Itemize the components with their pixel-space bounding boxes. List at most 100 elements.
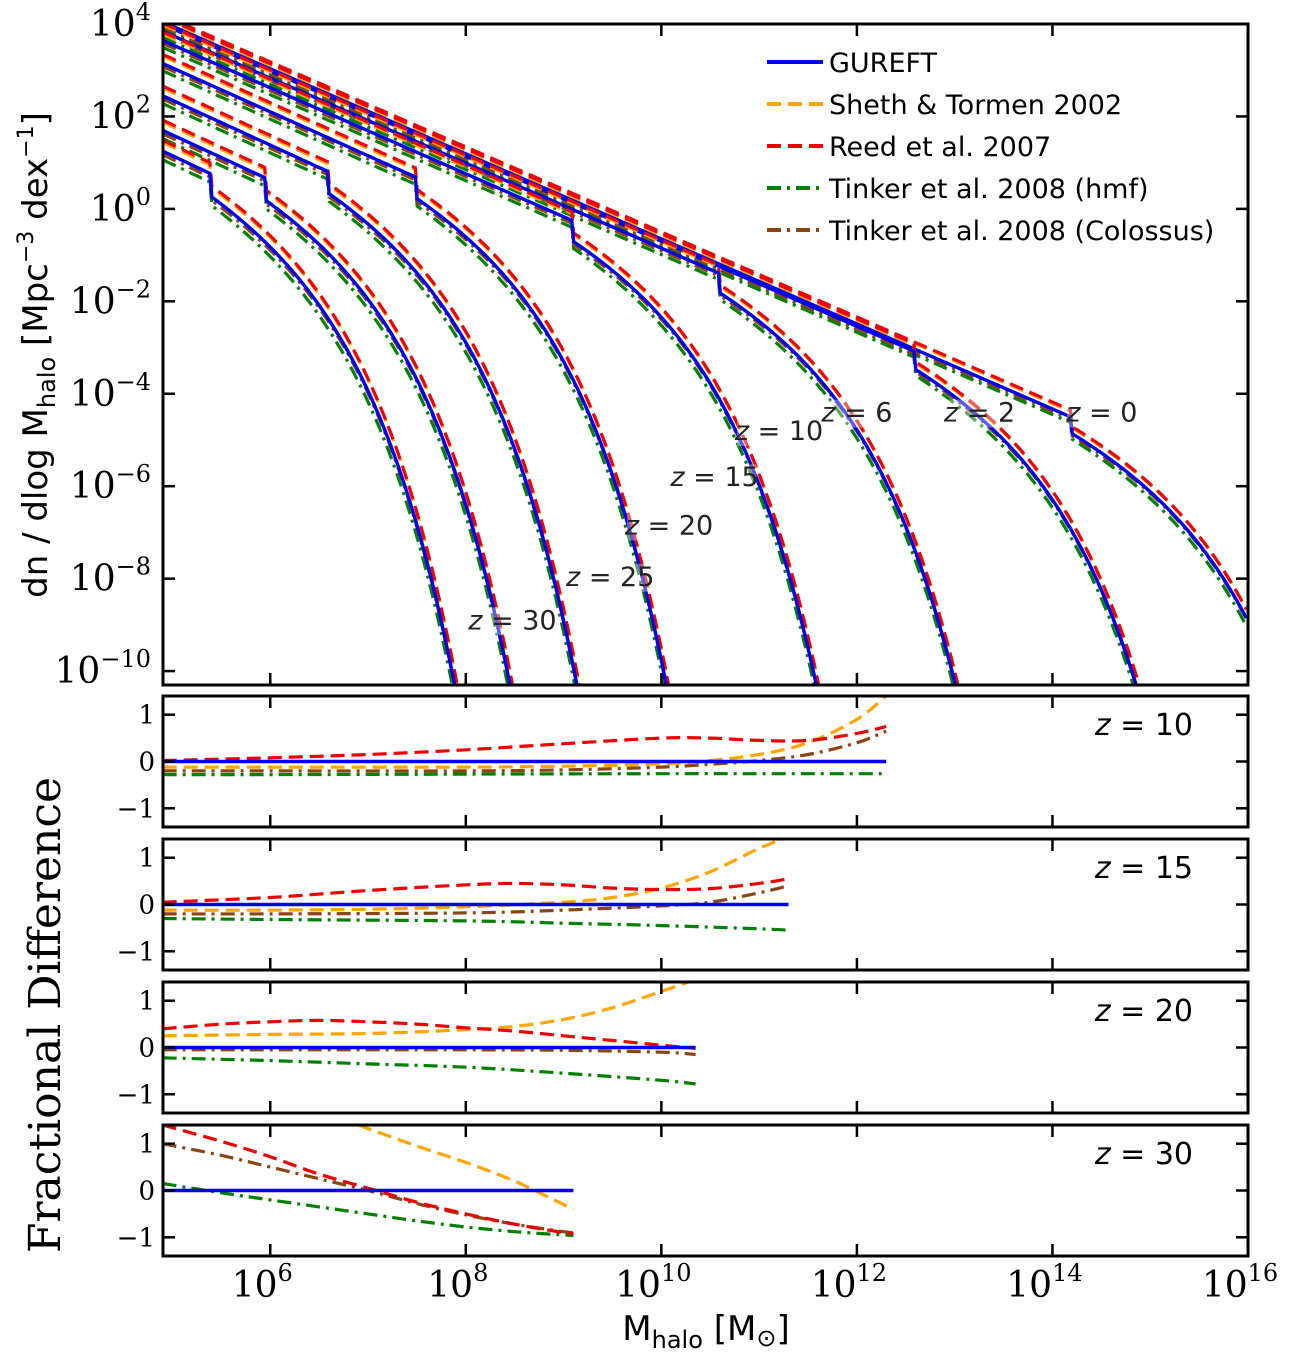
y-tick-label: 102: [90, 90, 151, 137]
curve-gureft-z25: [163, 128, 512, 685]
redshift-label-bg: [568, 563, 653, 592]
redshift-labels: z = 0 z = 2 z = 6z = 10 z = 15 z = 20 z = 25 z…: [467, 398, 1137, 637]
x-tick-labels: 106 108 1010 1012 1014 1016: [232, 1259, 1278, 1306]
y-tick-label: 0: [138, 1034, 155, 1064]
main-panel-axes: 104 102 100 10−2 10−4 10−6 10−8 10−10: [55, 0, 1250, 692]
frac-curve-tinker-et-al-2008-hmf-: [163, 916, 789, 932]
legend-label-4: Tinker et al. 2008 (Colossus): [828, 216, 1214, 247]
curve-gureft-z30: [163, 149, 457, 685]
curve-tinker-et-al-2008-hmf--z30: [163, 158, 454, 685]
redshift-label-z10: z = 10: [734, 416, 823, 447]
y-tick-label: 10−6: [70, 460, 151, 507]
y-tick-label: 1: [138, 987, 155, 1017]
y-tick-label: −1: [117, 937, 155, 967]
panel-redshift-label: z = 20: [1094, 994, 1193, 1029]
y-tick-label: 0: [138, 1177, 155, 1207]
y-tick-label: 104: [90, 0, 151, 45]
y-tick-label: 1: [138, 844, 155, 874]
frac-curve-tinker-et-al-2008-colossus-: [163, 1142, 574, 1235]
curve-tinker-et-al-2008-hmf--z10: [163, 46, 816, 685]
y-tick-label: −1: [117, 794, 155, 824]
y-tick-label: −1: [117, 1080, 155, 1110]
curve-tinker-et-al-2008-hmf--z6: [163, 36, 955, 685]
redshift-label-bg: [627, 512, 712, 541]
panel-curves: [163, 839, 789, 932]
fractional-difference-label: Fractional Difference: [20, 777, 71, 1253]
curve-reed-et-al-2007-z0: [179, 24, 1248, 611]
x-axis-label: Mhalo [M⊙]: [622, 1309, 789, 1354]
curve-tinker-et-al-2008-colossus--z2: [163, 25, 1138, 685]
frac-curve-sheth-tormen-2002: [357, 1125, 575, 1211]
frac-curve-tinker-et-al-2008-colossus-: [163, 1048, 696, 1057]
y-tick-label: 10−4: [70, 368, 151, 415]
fractional-difference-panels: 1 0 −1 z = 10 1 0 −1 z = 15 1 0 −1 z = 20 1 0 −1 z = 30: [117, 694, 1250, 1258]
frac-curve-reed-et-al-2007: [163, 1125, 574, 1236]
redshift-label-bg: [470, 607, 555, 636]
frac-curve-tinker-et-al-2008-colossus-: [163, 729, 887, 773]
frac-curve-sheth-tormen-2002: [163, 982, 694, 1038]
y-tick-label: 1: [138, 1130, 155, 1160]
curve-gureft-z6: [163, 29, 958, 685]
redshift-label-z20: z = 20: [624, 511, 713, 542]
x-tick-label: 1016: [1202, 1259, 1278, 1306]
curve-sheth-tormen-2002-z2: [171, 24, 1141, 685]
panel-redshift-label: z = 10: [1094, 708, 1193, 743]
y-tick-label: 10−8: [70, 553, 151, 600]
y-tick-label: 0: [138, 891, 155, 921]
legend-label-2: Reed et al. 2007: [829, 132, 1051, 163]
y-tick-label: 100: [90, 183, 151, 230]
curve-tinker-et-al-2008-hmf--z15: [163, 69, 666, 685]
curve-reed-et-al-2007-z10: [163, 30, 821, 685]
redshift-label-bg: [737, 417, 822, 446]
y-tick-label: 0: [138, 748, 155, 778]
redshift-label-z2: z = 2: [943, 398, 1015, 429]
main-panel-frame: [161, 22, 1250, 687]
frac-curve-tinker-et-al-2008-hmf-: [163, 1056, 696, 1086]
legend: GUREFT Sheth & Tormen 2002 Reed et al. 200…: [767, 48, 1214, 247]
main-panel-curves: [163, 24, 1248, 685]
curve-reed-et-al-2007-z15: [163, 53, 671, 685]
redshift-label-z30: z = 30: [467, 605, 556, 636]
panel-curves: [163, 696, 888, 777]
panel-frac-z10: 1 0 −1 z = 10: [117, 694, 1250, 829]
panel-redshift-label: z = 15: [1094, 851, 1193, 886]
main-y-axis-label: dn / dlog Mhalo [Mpc−3 dex−1]: [14, 112, 61, 598]
y-tick-label: 10−2: [70, 275, 151, 322]
x-tick-label: 1012: [811, 1259, 887, 1306]
redshift-label-z15: z = 15: [669, 462, 758, 493]
x-tick-label: 106: [232, 1259, 293, 1306]
panel-frac-z20: 1 0 −1 z = 20: [117, 980, 1250, 1115]
panel-curves: [163, 1125, 575, 1237]
frac-curve-reed-et-al-2007: [163, 1018, 696, 1050]
curve-reed-et-al-2007-z6: [163, 24, 960, 685]
redshift-label-bg: [672, 464, 757, 493]
frac-curve-reed-et-al-2007: [163, 724, 887, 763]
redshift-label-bg: [821, 399, 892, 428]
frac-curve-sheth-tormen-2002: [163, 839, 787, 912]
curve-reed-et-al-2007-z30: [163, 138, 459, 685]
curve-reed-et-al-2007-z20: [163, 84, 581, 685]
curve-tinker-et-al-2008-hmf--z20: [163, 102, 577, 685]
panel-frac-z15: 1 0 −1 z = 15: [117, 837, 1250, 972]
y-tick-label: 1: [138, 701, 155, 731]
curve-reed-et-al-2007-z2: [175, 24, 1141, 685]
curve-tinker-et-al-2008-hmf--z25: [163, 137, 510, 685]
redshift-label-z0: z = 0: [1065, 398, 1137, 429]
y-tick-label: −1: [117, 1223, 155, 1253]
curve-sheth-tormen-2002-z25: [163, 120, 515, 685]
curve-reed-et-al-2007-z25: [163, 118, 515, 685]
panel-curves: [163, 982, 696, 1086]
curve-gureft-z10: [163, 39, 819, 685]
curve-gureft-z15: [163, 62, 669, 685]
curve-tinker-et-al-2008-colossus--z25: [163, 132, 512, 685]
y-tick-label: 10−10: [55, 645, 151, 692]
panel-redshift-label: z = 30: [1094, 1137, 1193, 1172]
x-tick-label: 1014: [1006, 1259, 1082, 1306]
frac-curve-sheth-tormen-2002: [163, 696, 888, 769]
panel-frac-z30: 1 0 −1 z = 30: [117, 1123, 1250, 1258]
redshift-label-bg: [944, 399, 1015, 428]
legend-label-1: Sheth & Tormen 2002: [829, 90, 1122, 121]
frac-curve-reed-et-al-2007: [163, 877, 789, 904]
redshift-label-z25: z = 25: [565, 562, 654, 593]
